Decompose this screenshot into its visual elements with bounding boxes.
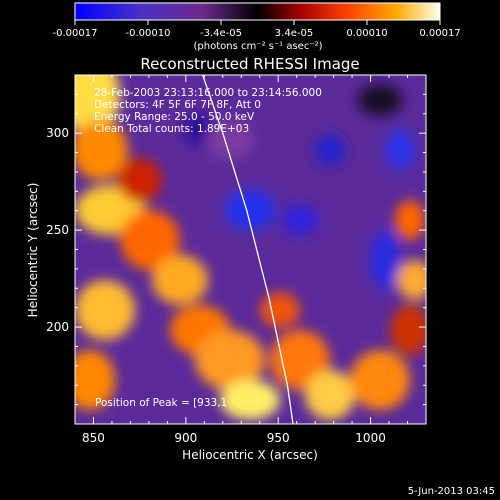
intensity-region — [395, 200, 425, 240]
intensity-region — [390, 305, 426, 355]
colorbar-tick-label: 3.4e-05 — [275, 28, 313, 39]
x-tick-label: 900 — [174, 431, 197, 445]
colorbar-unit-label: (photons cm⁻² s⁻¹ asec⁻²) — [193, 41, 322, 52]
annotation-clean: Clean Total counts: 1.89E+03 — [94, 123, 249, 135]
intensity-region — [358, 85, 402, 115]
x-tick-label: 950 — [267, 431, 290, 445]
annotation-block: 28-Feb-2003 23:13:16.000 to 23:14:56.000… — [94, 87, 322, 135]
footer-date: 5-Jun-2013 03:45 — [408, 486, 495, 497]
colorbar-tick-label: -0.00010 — [126, 28, 171, 39]
x-tick-label: 850 — [82, 431, 105, 445]
intensity-region — [282, 205, 318, 235]
colorbar — [74, 2, 441, 21]
intensity-region — [75, 120, 128, 180]
intensity-region — [118, 158, 162, 202]
intensity-region — [75, 75, 120, 135]
intensity-region — [205, 120, 255, 160]
intensity-region — [305, 370, 355, 420]
y-tick-label: 200 — [46, 320, 69, 334]
intensity-region — [195, 330, 265, 390]
x-tick-label: 1000 — [355, 431, 386, 445]
peak-position-label: Position of Peak = [933,1 — [95, 397, 227, 409]
y-tick-label: 300 — [46, 126, 69, 140]
heatmap — [75, 75, 426, 424]
intensity-region — [152, 255, 208, 305]
intensity-region — [315, 135, 345, 165]
axis-ticks: 850 900 950 1000 200 250 300 — [46, 74, 426, 445]
intensity-region — [75, 280, 135, 340]
intensity-region — [385, 130, 415, 170]
intensity-region — [120, 210, 180, 270]
colorbar-tick-label: -3.4e-05 — [200, 28, 242, 39]
annotation-time: 28-Feb-2003 23:13:16.000 to 23:14:56.000 — [94, 87, 322, 99]
y-tick-label: 250 — [46, 223, 69, 237]
colorbar-tick-label: 0.00017 — [419, 28, 460, 39]
intensity-region — [370, 230, 400, 290]
intensity-region — [260, 292, 300, 328]
intensity-region — [397, 260, 426, 300]
y-axis-label: Heliocentric Y (arcsec) — [26, 183, 40, 318]
colorbar-tick-label: -0.00017 — [53, 28, 98, 39]
chart-title: Reconstructed RHESSI Image — [140, 55, 359, 73]
annotation-energy: Energy Range: 25.0 - 50.0 keV — [94, 111, 255, 123]
colorbar-ticks: -0.00017 -0.00010 -3.4e-05 3.4e-05 0.00010 0.… — [53, 20, 461, 39]
intensity-region — [75, 350, 115, 410]
intensity-region — [350, 350, 410, 410]
x-axis-label: Heliocentric X (arcsec) — [182, 448, 318, 462]
annotation-detectors: Detectors: 4F 5F 6F 7F 8F, Att 0 — [94, 99, 261, 111]
intensity-region — [225, 190, 275, 230]
solar-limb-curve — [201, 75, 294, 424]
colorbar-tick-label: 0.00010 — [346, 28, 387, 39]
intensity-region — [220, 380, 280, 420]
